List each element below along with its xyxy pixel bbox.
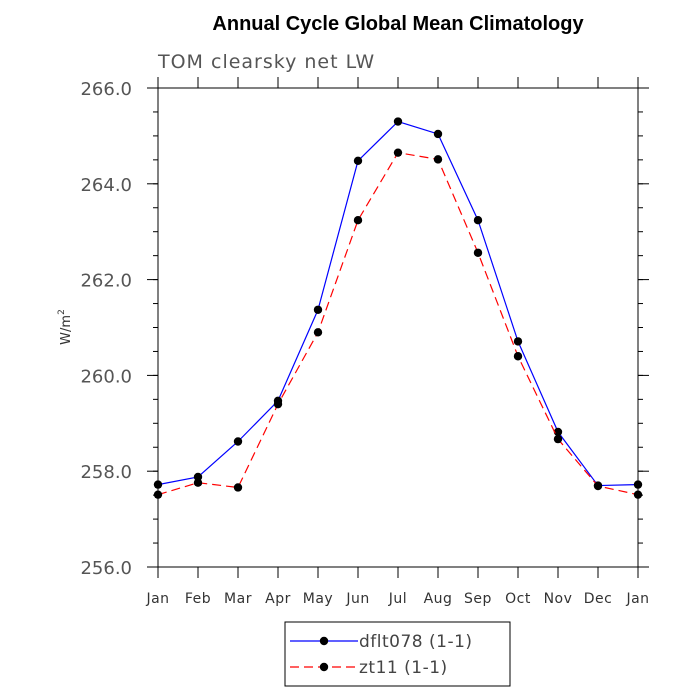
series-2-point	[433, 155, 443, 164]
series-1-point	[193, 472, 203, 482]
x-tick-label: Dec	[584, 591, 613, 607]
y-axis-label-text: W/m	[59, 315, 74, 345]
y-axis-label: W/m2	[57, 309, 74, 345]
legend-marker-1	[319, 636, 329, 646]
series-2-point	[393, 148, 403, 157]
y-tick-label: 256.0	[80, 558, 132, 579]
series-2-point	[553, 434, 563, 444]
series-1-point	[553, 427, 563, 437]
chart-title: Annual Cycle Global Mean Climatology	[212, 13, 584, 35]
series-1-point	[353, 156, 363, 166]
svg-text:W/m2: W/m2	[57, 309, 74, 345]
major-ticks	[147, 77, 649, 578]
x-tick-label: Apr	[265, 591, 291, 607]
x-tick-label: Sep	[464, 591, 492, 607]
series-1-point	[393, 117, 403, 126]
series-2-point	[313, 328, 323, 337]
x-tick-label: Jun	[345, 591, 369, 607]
series-layer	[153, 117, 643, 499]
series-1-point	[473, 216, 483, 225]
series-2-point	[513, 352, 523, 361]
series-1-point	[233, 437, 243, 446]
chart-subtitle: TOM clearsky net LW	[157, 51, 375, 73]
series-1-point	[433, 129, 443, 139]
series-2-point	[473, 248, 483, 257]
y-tick-label: 262.0	[80, 271, 132, 292]
y-tick-label: 264.0	[80, 175, 132, 196]
series-2-point	[273, 399, 283, 409]
series-2-point	[353, 216, 363, 225]
x-tick-label: Mar	[224, 591, 252, 607]
x-tick-label: Jan	[625, 591, 649, 607]
x-tick-labels: Jan Feb Mar Apr May Jun Jul Aug Sep Oct Nov Dec Jan	[145, 591, 649, 607]
y-axis-label-superscript: 2	[57, 309, 67, 315]
x-tick-label: Jan	[145, 591, 169, 607]
legend-label-2: zt11 (1-1)	[359, 658, 448, 678]
series-2-point	[233, 483, 243, 492]
y-tick-label: 266.0	[80, 79, 132, 100]
series-1-point	[313, 305, 323, 314]
series-2-point	[193, 478, 203, 487]
plot-frame	[157, 87, 639, 568]
x-tick-label: Nov	[544, 591, 573, 607]
series-line-1	[157, 120, 639, 487]
legend-marker-2	[319, 662, 329, 672]
x-tick-label: Jul	[388, 591, 407, 607]
y-tick-label: 260.0	[80, 366, 132, 387]
legend: dflt078 (1-1) zt11 (1-1)	[284, 621, 511, 687]
series-2-point	[593, 481, 603, 491]
x-tick-label: Aug	[424, 591, 453, 607]
x-tick-label: Feb	[185, 591, 211, 607]
y-tick-labels: 256.0 258.0 260.0 262.0 264.0 266.0	[80, 79, 132, 579]
minor-ticks	[153, 87, 643, 568]
series-1-point	[513, 337, 523, 346]
x-tick-label: May	[303, 591, 333, 607]
legend-box	[284, 621, 511, 687]
y-tick-label: 258.0	[80, 462, 132, 483]
x-tick-label: Oct	[505, 591, 531, 607]
legend-label-1: dflt078 (1-1)	[359, 632, 473, 652]
